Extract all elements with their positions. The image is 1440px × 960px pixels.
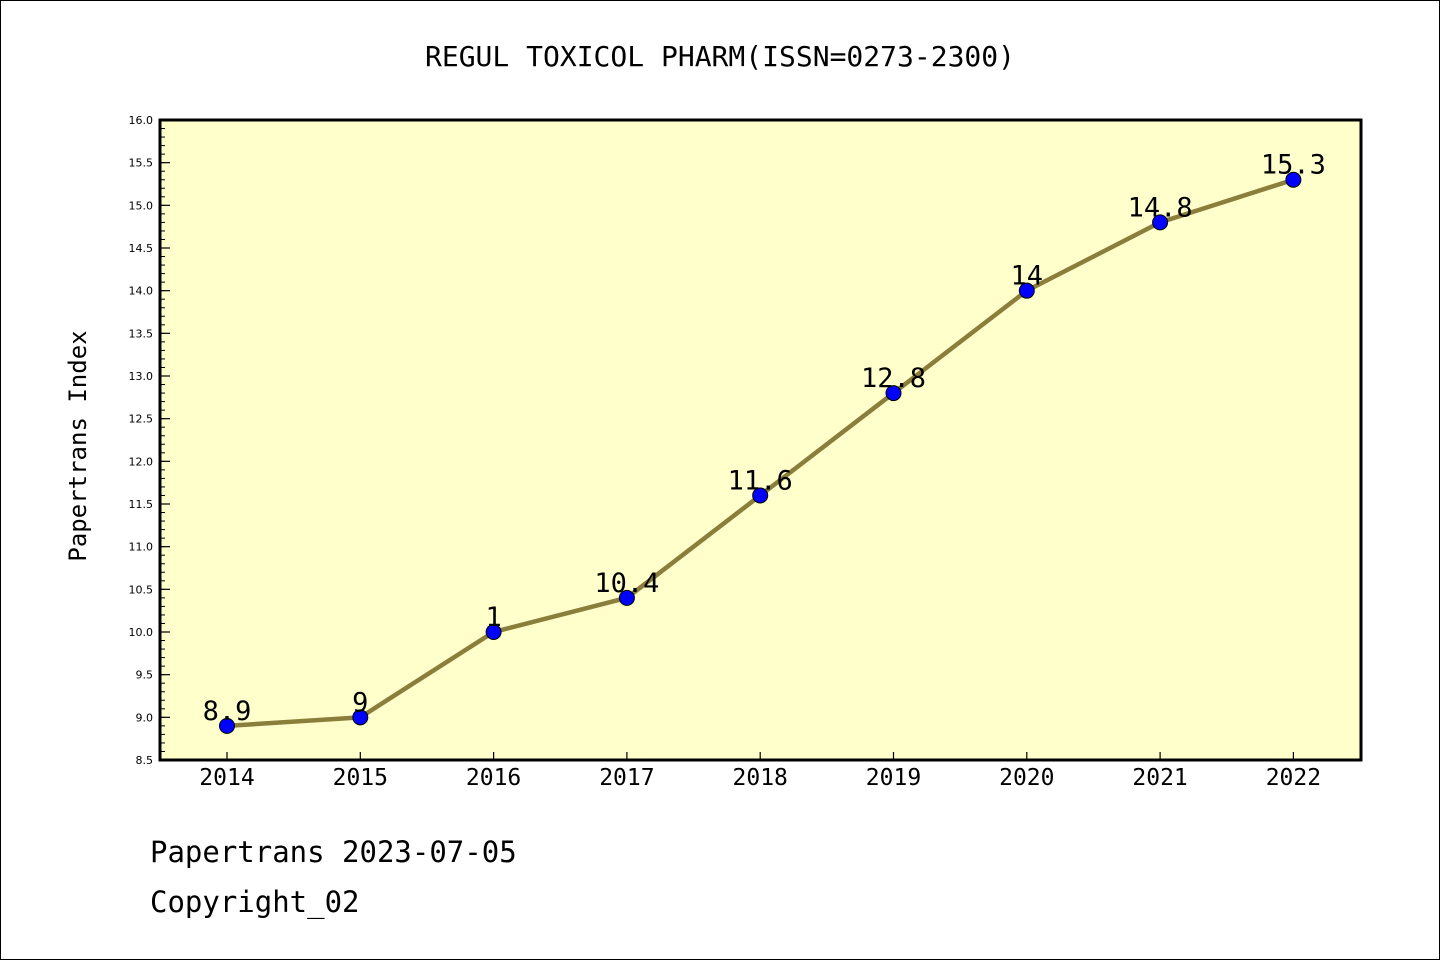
data-label: 1 bbox=[485, 602, 501, 633]
data-label: 14.8 bbox=[1128, 192, 1193, 223]
y-axis: 8.5 9.0 9.5 10.0 10.5 11.0 11.5 12.0 12.5 13.0 13.… bbox=[129, 114, 170, 767]
y-tick-label: 15.0 bbox=[129, 199, 154, 212]
data-label: 9 bbox=[352, 687, 368, 718]
data-point-marker bbox=[752, 487, 769, 504]
y-tick-label: 10.0 bbox=[129, 626, 154, 639]
x-tick-label: 2017 bbox=[599, 765, 654, 791]
chart-title: REGUL TOXICOL PHARM(ISSN=0273-2300) bbox=[425, 40, 1015, 73]
data-point-marker bbox=[485, 624, 502, 640]
y-tick-label: 14.0 bbox=[129, 285, 154, 298]
data-label: 8.9 bbox=[203, 696, 252, 727]
y-tick-label: 13.5 bbox=[129, 327, 154, 340]
y-tick-label: 13.0 bbox=[129, 370, 154, 383]
data-point-marker bbox=[1018, 282, 1035, 299]
data-label: 11.6 bbox=[728, 465, 793, 496]
data-point-marker bbox=[219, 717, 235, 734]
data-points bbox=[219, 171, 1302, 734]
y-tick-label: 12.5 bbox=[129, 413, 154, 426]
y-tick-label: 9.5 bbox=[136, 669, 154, 682]
data-labels: 8.9 9 1 10.4 11.6 12.8 14 14.8 15.3 bbox=[203, 150, 1326, 727]
x-tick-label: 2021 bbox=[1132, 765, 1187, 791]
y-tick-label: 11.0 bbox=[129, 541, 154, 554]
y-tick-label: 14.5 bbox=[129, 242, 154, 255]
data-label: 15.3 bbox=[1261, 150, 1326, 181]
data-point-marker bbox=[885, 385, 902, 402]
footer-source: Papertrans 2023-07-05 bbox=[150, 835, 517, 869]
y-tick-label: 11.5 bbox=[129, 498, 154, 511]
x-tick-label: 2014 bbox=[199, 765, 254, 791]
plot-border bbox=[158, 118, 1363, 762]
data-point-marker bbox=[352, 709, 369, 726]
data-point-marker bbox=[1285, 171, 1302, 188]
y-tick-label: 15.5 bbox=[129, 157, 154, 170]
data-label: 14 bbox=[1011, 261, 1044, 292]
x-tick-label: 2019 bbox=[866, 765, 921, 791]
x-axis: 2014 2015 2016 2017 2018 2019 2020 2021 2022 bbox=[199, 752, 1321, 791]
y-tick-label: 8.5 bbox=[136, 754, 154, 767]
data-label: 12.8 bbox=[861, 363, 926, 394]
data-point-marker bbox=[618, 589, 635, 606]
data-point-marker bbox=[1152, 214, 1169, 231]
y-tick-label: 9.0 bbox=[136, 711, 154, 724]
x-tick-label: 2020 bbox=[999, 765, 1054, 791]
x-tick-label: 2016 bbox=[466, 765, 521, 791]
data-label: 10.4 bbox=[594, 568, 659, 599]
x-tick-label: 2018 bbox=[733, 765, 788, 791]
y-tick-label: 16.0 bbox=[129, 114, 154, 127]
y-axis-label: Papertrans Index bbox=[64, 330, 92, 561]
y-tick-label: 10.5 bbox=[129, 583, 154, 596]
x-tick-label: 2015 bbox=[333, 765, 388, 791]
footer-copyright: Copyright_02 bbox=[150, 885, 360, 919]
y-tick-label: 12.0 bbox=[129, 455, 154, 468]
x-tick-label: 2022 bbox=[1266, 765, 1321, 791]
